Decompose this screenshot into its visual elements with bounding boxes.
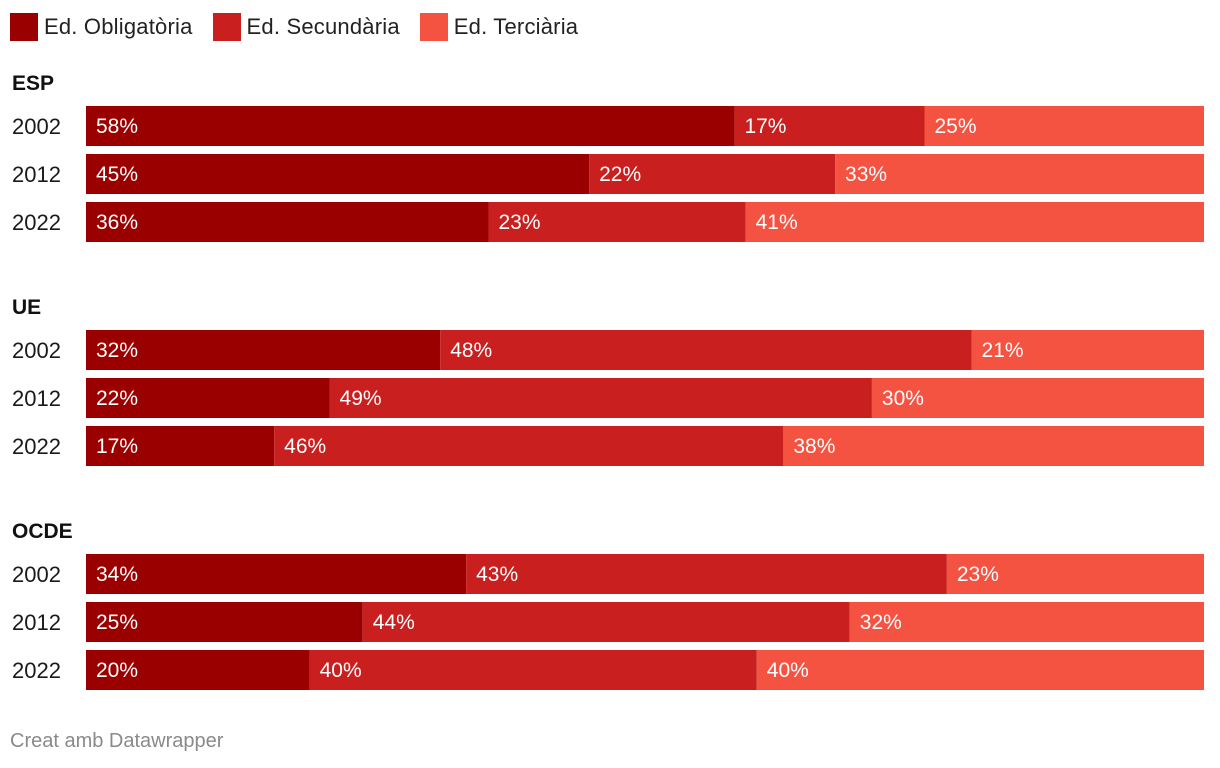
footer-credit: Creat amb Datawrapper [10,730,224,752]
year-label: 2002 [12,338,61,363]
bar-segment [86,426,275,466]
year-label: 2002 [12,114,61,139]
legend-swatch [419,13,448,41]
bar-segment [734,106,925,146]
bar-segment [309,650,757,690]
segment-label: 17% [744,115,786,138]
bar-segment [362,602,850,642]
legend-item: Ed. Obligatòria [10,13,193,41]
legend-label: Ed. Secundària [246,14,400,39]
bar-segment [783,426,1204,466]
year-label: 2022 [12,434,61,459]
bar-segment [849,602,1204,642]
bar-segment [329,378,872,418]
legend-item: Ed. Terciària [419,13,579,41]
legend-label: Ed. Obligatòria [44,14,193,39]
year-label: 2012 [12,386,61,411]
segment-label: 43% [476,563,518,586]
segment-label: 38% [793,435,835,458]
segment-label: 49% [340,387,382,410]
segment-label: 25% [96,611,138,634]
bar-segment [86,202,489,242]
bar-segment [86,330,441,370]
bar-segment [86,106,735,146]
segment-label: 48% [450,339,492,362]
segment-label: 58% [96,115,138,138]
segment-label: 36% [96,211,138,234]
year-label: 2022 [12,210,61,235]
segment-label: 23% [957,563,999,586]
bar-segment [871,378,1204,418]
legend-swatch [212,13,241,41]
segment-label: 33% [845,163,887,186]
bar-segment [946,554,1204,594]
bar-segment [86,154,590,194]
bar-segment [971,330,1204,370]
segment-label: 17% [96,435,138,458]
bar-segment [440,330,972,370]
segment-label: 44% [373,611,415,634]
segment-label: 23% [498,211,540,234]
bar-segment [756,650,1204,690]
segment-label: 21% [982,339,1024,362]
legend-label: Ed. Terciària [453,14,579,39]
segment-label: 32% [96,339,138,362]
segment-label: 40% [767,659,809,682]
group-title: OCDE [12,520,73,543]
bar-segment [86,554,467,594]
segment-label: 45% [96,163,138,186]
stacked-bar-chart: ESP 2002 58% 17% 25% 2012 45% 22% 33% 2022 36% 23% 4… [12,72,1204,690]
segment-label: 25% [935,115,977,138]
segment-label: 40% [320,659,362,682]
segment-label: 34% [96,563,138,586]
bar-segment [835,154,1204,194]
legend-swatch [10,13,38,41]
bar-segment [745,202,1204,242]
bar-segment [86,650,310,690]
group-title: ESP [12,72,54,95]
bar-segment [466,554,947,594]
segment-label: 46% [284,435,326,458]
segment-label: 41% [756,211,798,234]
segment-label: 22% [599,163,641,186]
bar-segment [274,426,784,466]
year-label: 2022 [12,658,61,683]
year-label: 2012 [12,610,61,635]
year-label: 2012 [12,162,61,187]
legend: Ed. Obligatòria Ed. Secundària Ed. Terciàr… [10,12,598,42]
segment-label: 30% [882,387,924,410]
bar-segment [86,602,363,642]
segment-label: 22% [96,387,138,410]
segment-label: 20% [96,659,138,682]
bar-segment [86,378,330,418]
segment-label: 32% [860,611,902,634]
bar-segment [488,202,746,242]
year-label: 2002 [12,562,61,587]
group-title: UE [12,296,41,319]
legend-item: Ed. Secundària [212,13,400,41]
bar-segment [589,154,836,194]
bar-segment [924,106,1204,146]
